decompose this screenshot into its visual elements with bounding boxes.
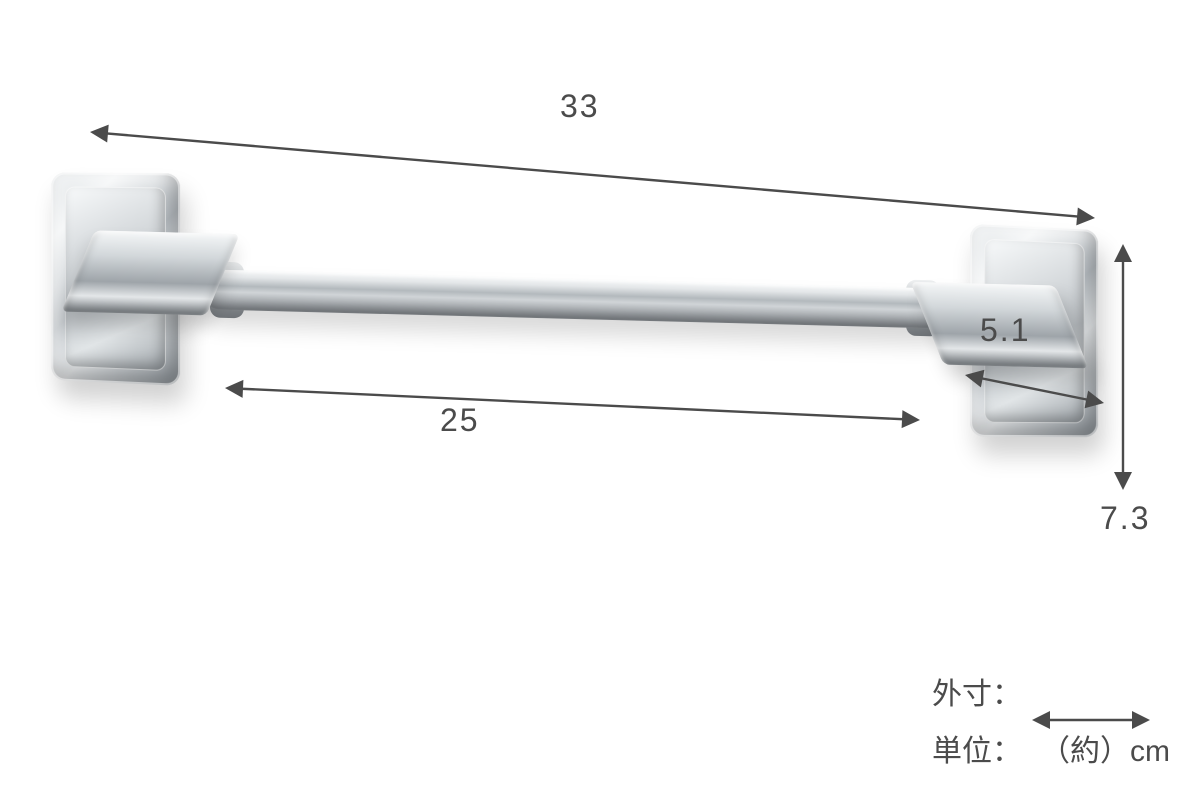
dim-inner-bar: 25 [440, 402, 480, 439]
product-illustration [50, 171, 1100, 458]
legend-arrow-icon [1040, 683, 1160, 707]
legend-unit-value: （約）cm [1040, 723, 1170, 780]
dim-overall-width: 33 [560, 88, 600, 125]
legend-outer-label: 外寸： [932, 666, 1022, 723]
towel-bar [200, 269, 950, 329]
legend-unit-row: 単位： （約）cm [932, 723, 1170, 780]
dim-depth: 5.1 [980, 312, 1030, 349]
legend: 外寸： 単位： （約）cm [932, 666, 1170, 780]
diagram-stage: 33 25 5.1 7.3 外寸： 単位： （約）cm [0, 0, 1200, 800]
dim-height: 7.3 [1100, 500, 1150, 537]
legend-outer-row: 外寸： [932, 666, 1170, 723]
legend-unit-label: 単位： [932, 723, 1022, 780]
